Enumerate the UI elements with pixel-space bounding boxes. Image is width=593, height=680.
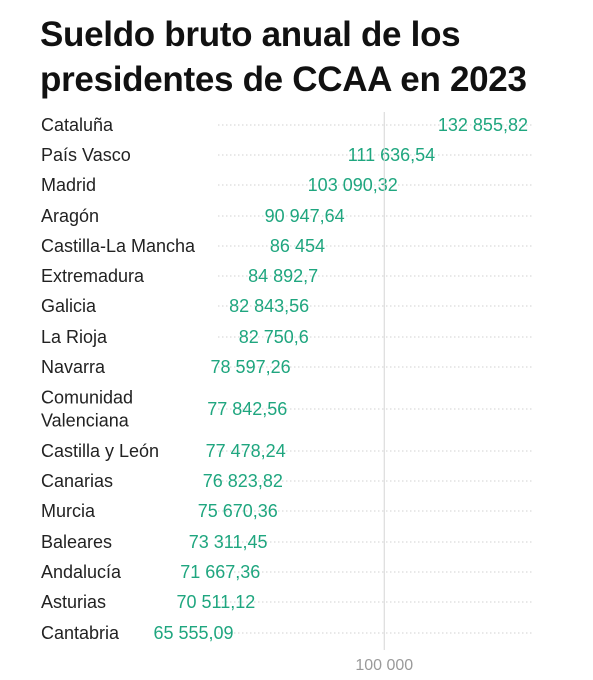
value-label: 70 511,12: [176, 592, 255, 612]
value-label: 73 311,45: [189, 532, 268, 552]
category-label: Castilla-La Mancha: [41, 236, 196, 256]
category-label: Extremadura: [41, 266, 145, 286]
value-label: 77 478,24: [206, 441, 286, 461]
category-label: Aragón: [41, 206, 99, 226]
value-label: 65 555,09: [153, 623, 233, 643]
category-label: Galicia: [41, 296, 97, 316]
value-label: 71 667,36: [180, 562, 260, 582]
x-tick-label: 100 000: [355, 657, 413, 674]
category-label: Baleares: [41, 532, 112, 552]
value-label: 82 750,6: [239, 327, 309, 347]
value-label: 82 843,56: [229, 296, 309, 316]
value-label: 103 090,32: [308, 175, 398, 195]
value-label: 84 892,7: [248, 266, 318, 286]
value-label: 76 823,82: [203, 471, 283, 491]
category-label: Murcia: [41, 501, 96, 521]
category-label: Comunidad Valenciana: [41, 388, 133, 431]
gridlines: [218, 124, 533, 634]
value-label: 132 855,82: [438, 115, 528, 135]
category-label: Cantabria: [41, 623, 120, 643]
chart-title: Sueldo bruto anual de los presidentes de…: [40, 15, 527, 99]
category-label: Navarra: [41, 357, 106, 377]
category-label: La Rioja: [41, 327, 108, 347]
category-label: Canarias: [41, 471, 113, 491]
value-label: 77 842,56: [207, 399, 287, 419]
value-label: 86 454: [270, 236, 325, 256]
category-label: Madrid: [41, 175, 96, 195]
x-axis: 100 000: [355, 112, 413, 674]
category-label: País Vasco: [41, 145, 131, 165]
value-label: 111 636,54: [348, 145, 435, 165]
category-label: Cataluña: [41, 115, 114, 135]
value-label: 75 670,36: [198, 501, 278, 521]
value-label: 90 947,64: [265, 206, 345, 226]
category-label: Andalucía: [41, 562, 122, 582]
category-label: Asturias: [41, 592, 106, 612]
value-label: 78 597,26: [211, 357, 291, 377]
row-labels: Cataluña País Vasco Madrid Aragón Castilla-L…: [41, 115, 196, 643]
category-label: Castilla y León: [41, 441, 159, 461]
